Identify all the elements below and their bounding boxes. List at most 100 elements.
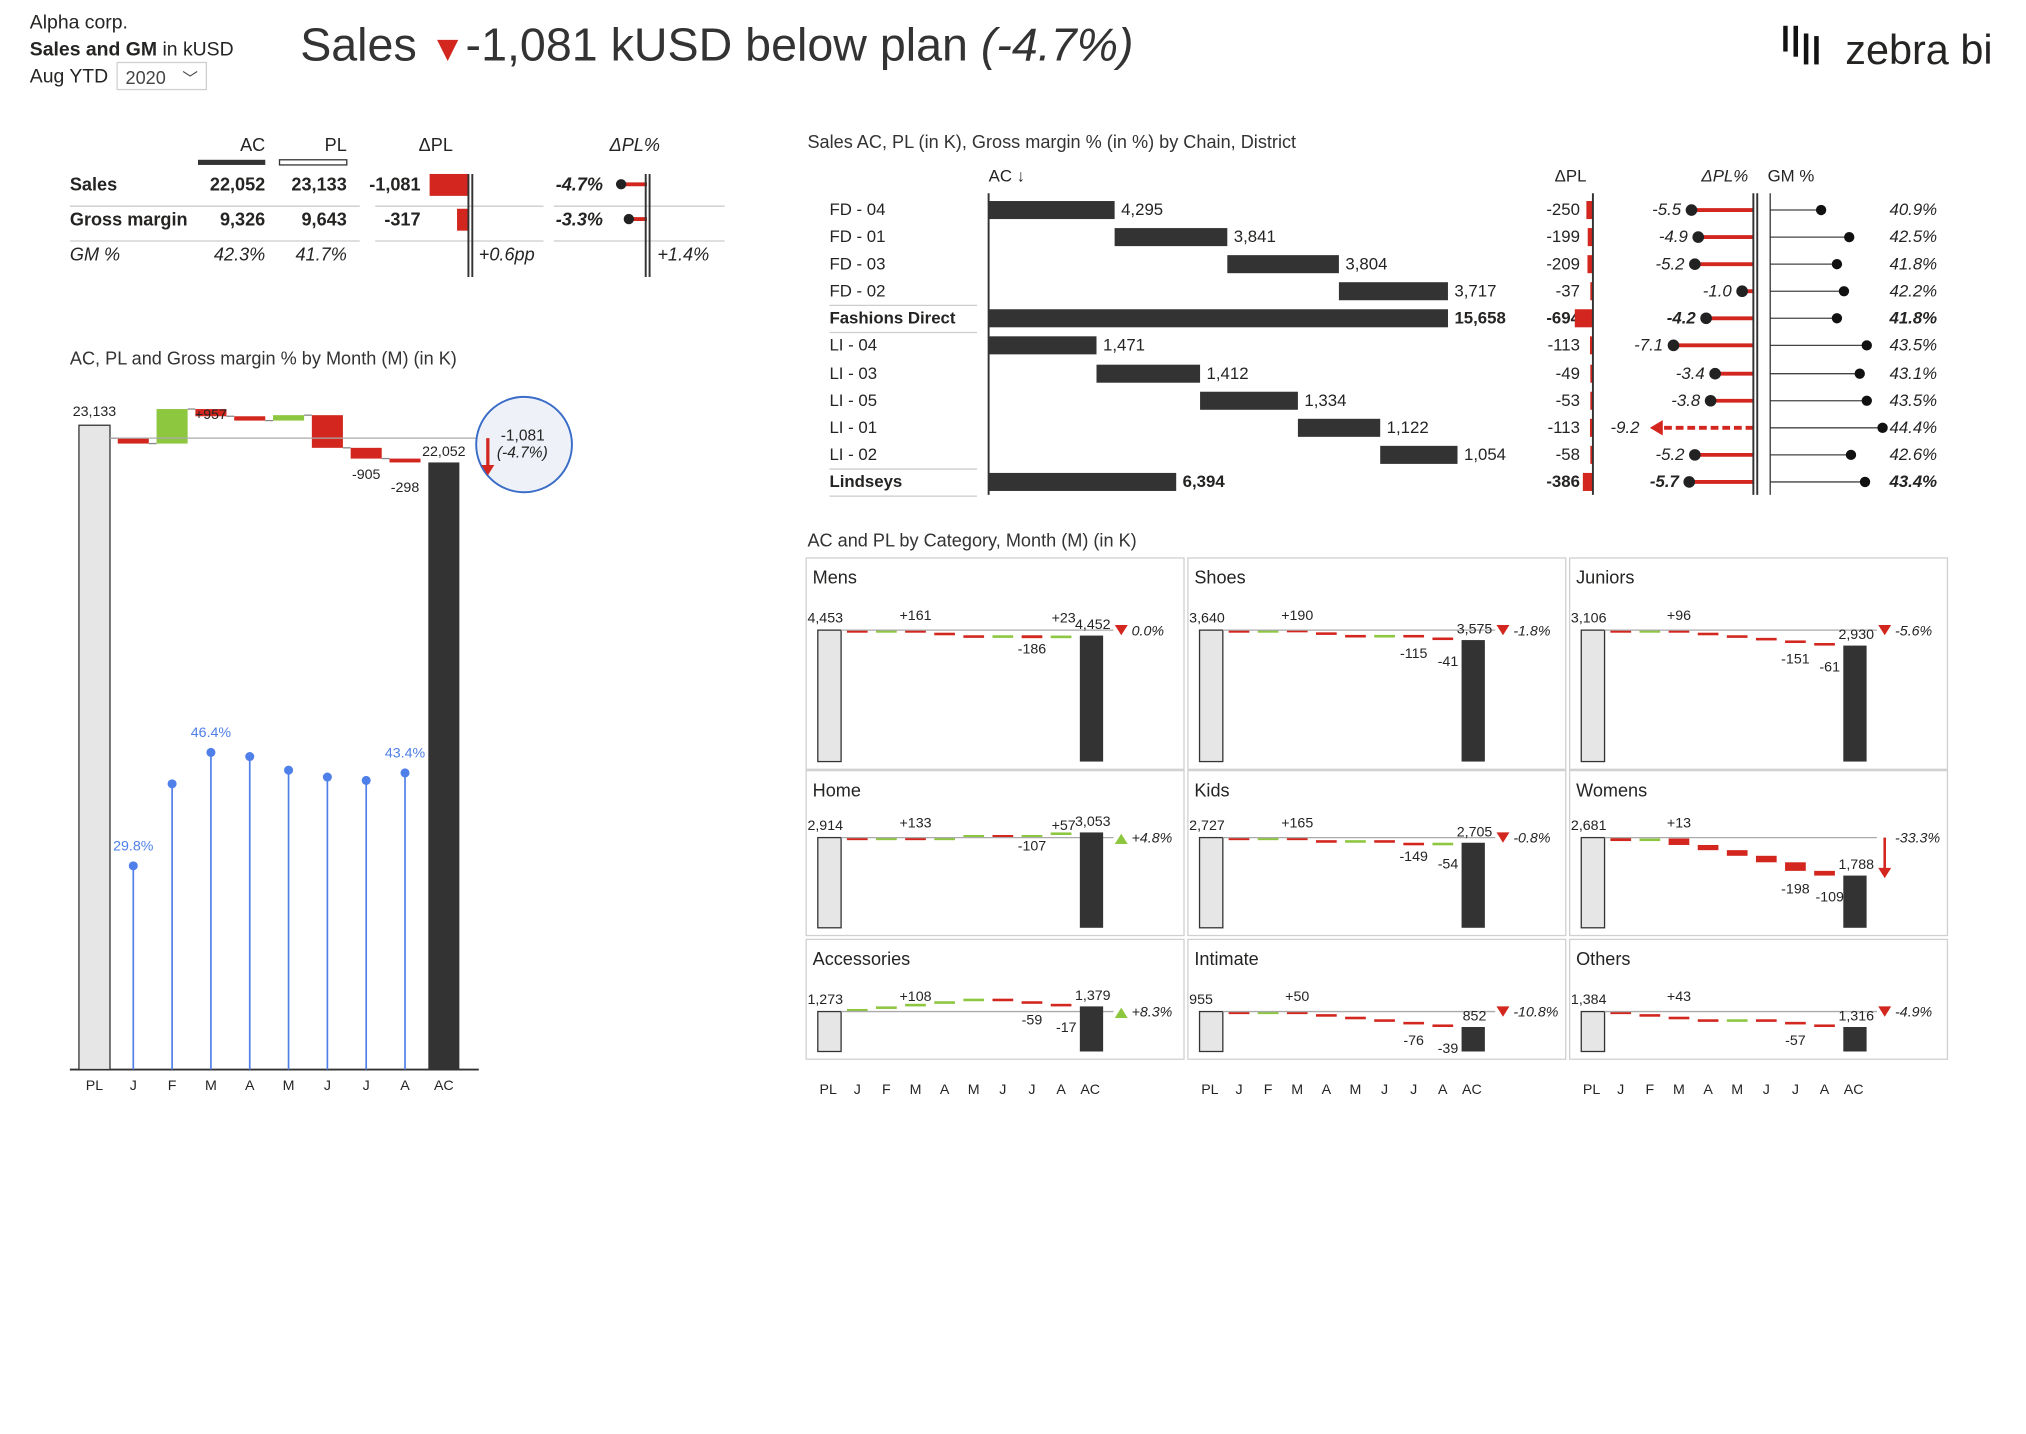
chain-gm-label: 40.9% <box>1889 200 1937 219</box>
category-pos-label: +50 <box>1285 989 1309 1005</box>
category-delta-bar <box>1610 1011 1632 1015</box>
chain-dplp-label: -4.9 <box>1659 227 1688 246</box>
category-delta-bar <box>1726 635 1748 638</box>
chain-dplp-dot <box>1709 367 1721 380</box>
category-x-tick-label: J <box>1235 1082 1242 1098</box>
category-delta-bar <box>992 998 1014 1002</box>
category-delta-bar <box>1814 870 1835 876</box>
category-ac-label: 1,788 <box>1838 857 1874 873</box>
category-delta-bar <box>1345 840 1366 843</box>
gm-lollipop-dot <box>245 751 255 762</box>
chain-ac-label: 1,122 <box>1387 418 1429 437</box>
chain-dpl-bar <box>1590 282 1593 301</box>
monthly-chart-title: AC, PL and Gross margin % by Month (M) (… <box>69 347 457 369</box>
category-ac-label: 4,452 <box>1075 617 1111 633</box>
category-delta-bar <box>1432 1024 1454 1028</box>
category-delta-bar <box>1403 1021 1425 1025</box>
chain-dplp-label: -3.4 <box>1676 364 1705 383</box>
kpi-header-dplp: ΔPL% <box>609 135 660 155</box>
chain-ac-bar <box>1338 282 1448 301</box>
x-tick-label: J <box>363 1078 370 1094</box>
kpi-dplp-value: +1.4% <box>657 244 709 264</box>
chain-gm-label: 41.8% <box>1888 308 1937 327</box>
category-delta-bar <box>1668 1016 1690 1020</box>
chain-gm-label: 43.5% <box>1889 391 1937 410</box>
period-label: Aug YTD <box>29 65 109 88</box>
chain-ac-label: 3,804 <box>1345 254 1387 273</box>
category-delta-bar <box>1228 837 1250 841</box>
category-delta-bar <box>1755 855 1777 863</box>
dpl-column-header: ΔPL <box>1555 167 1587 186</box>
chain-total-bar <box>988 309 1448 328</box>
category-panel-title: Intimate <box>1194 949 1258 969</box>
category-panel-frame <box>805 557 1185 770</box>
chain-gm-label: 43.4% <box>1888 472 1937 491</box>
category-delta-bar <box>846 630 868 633</box>
category-delta-bar <box>934 1001 955 1004</box>
gm-lollipop-dot <box>361 775 371 785</box>
category-delta-bar <box>1610 630 1632 633</box>
chain-dpl-bar <box>1589 418 1593 437</box>
chain-dpl-bar <box>1574 309 1593 328</box>
chain-gm-dot <box>1845 449 1857 461</box>
category-delta-bar <box>1345 634 1366 638</box>
kpi-dpl-value: +0.6pp <box>479 244 535 264</box>
category-pl-bar <box>1580 1010 1606 1053</box>
category-x-tick-label: M <box>1731 1082 1743 1098</box>
chain-dpl-bar <box>1590 391 1593 410</box>
category-extra-label: +23 <box>1052 610 1076 626</box>
chain-row-label: Lindseys <box>829 472 902 491</box>
category-neg-label: -107 <box>1018 839 1047 855</box>
category-delta-bar <box>1374 1019 1395 1022</box>
chain-dpl-label: -386 <box>1546 472 1580 491</box>
category-neg-label: -198 <box>1781 882 1810 898</box>
category-pl-label: 1,273 <box>807 992 843 1008</box>
chain-gm-dot <box>1854 368 1865 379</box>
category-neg-label: -151 <box>1781 652 1810 668</box>
category-ac-bar <box>1079 635 1104 762</box>
category-neg-label: -186 <box>1018 642 1047 658</box>
chain-row-label: FD - 04 <box>829 200 885 219</box>
kpi-row-label: GM % <box>70 244 120 264</box>
category-small-multiples: Mens 4,453 4,452 +161 -186 +23 0.0% Shoes 3,640 3… <box>805 557 1949 1098</box>
chain-dplp-dot <box>1689 449 1701 461</box>
category-pos-label: +161 <box>899 608 931 624</box>
category-variance-label: -0.8% <box>1513 831 1550 847</box>
chain-row-label: FD - 02 <box>829 281 885 300</box>
category-delta-bar <box>1021 635 1043 639</box>
chain-row-label: FD - 01 <box>829 227 885 246</box>
chain-dplp-label: -3.8 <box>1671 391 1701 410</box>
category-delta-bar <box>905 630 926 633</box>
category-delta-bar <box>1785 1021 1806 1025</box>
category-neg-label: -61 <box>1819 659 1840 675</box>
category-pl-label: 2,914 <box>807 818 843 834</box>
chain-dpl-bar <box>1587 228 1593 247</box>
chevron-down-icon: ﹀ <box>182 69 198 88</box>
category-delta-bar <box>1021 1001 1043 1004</box>
month-delta-bar <box>389 458 421 463</box>
company-name: Alpha corp. <box>29 11 128 34</box>
year-value: 2020 <box>125 67 166 88</box>
category-x-tick-label: J <box>999 1082 1006 1098</box>
category-delta-bar <box>1257 629 1279 633</box>
category-neg-label: -115 <box>1400 646 1428 662</box>
category-variance-label: -10.8% <box>1513 1005 1558 1021</box>
category-delta-bar <box>1403 634 1425 638</box>
category-delta-bar <box>963 635 985 638</box>
chain-dpl-label: -199 <box>1546 227 1580 246</box>
category-delta-bar <box>1021 835 1043 838</box>
chain-dpl-label: -209 <box>1546 254 1580 273</box>
category-panel-frame <box>1568 938 1949 1060</box>
down-triangle-icon: ▼ <box>429 28 466 69</box>
chain-ac-label: 1,054 <box>1464 445 1506 464</box>
chain-district-chart: AC ↓ ΔPL ΔPL% GM % FD - 04 4,295 -250 -5.5 40.9%… <box>829 167 1937 497</box>
chain-dplp-dot <box>1692 231 1705 243</box>
category-panel-frame <box>805 769 1185 937</box>
month-delta-bar <box>350 447 382 459</box>
category-pl-label: 1,384 <box>1571 992 1607 1008</box>
category-variance-label: 0.0% <box>1132 623 1164 639</box>
year-slicer[interactable]: 2020 ﹀ <box>116 61 208 91</box>
category-panel-title: Mens <box>813 568 857 588</box>
chain-gm-label: 43.1% <box>1889 364 1937 383</box>
chain-ac-bar <box>1096 364 1201 383</box>
